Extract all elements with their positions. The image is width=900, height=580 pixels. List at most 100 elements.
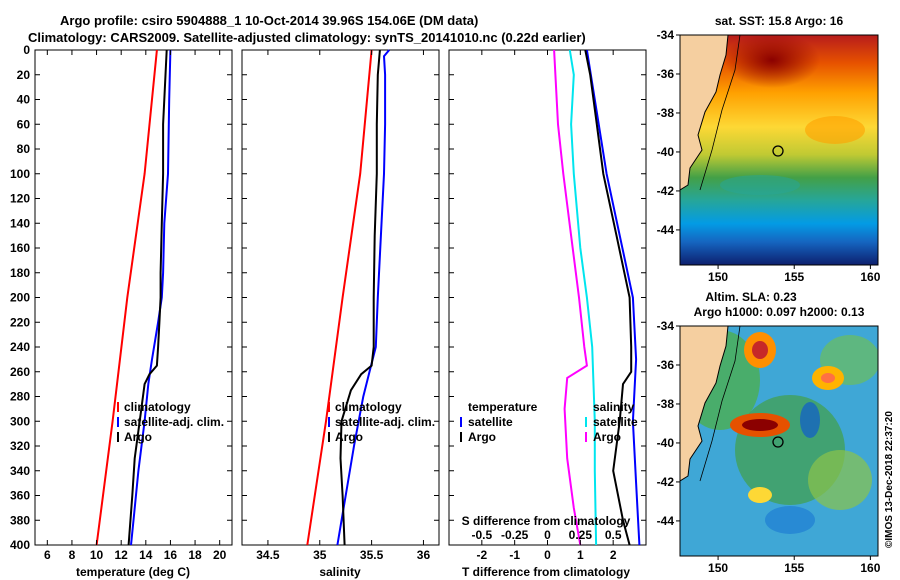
- salinity-xlabel: salinity: [319, 565, 361, 579]
- map-x-tick-label: 160: [860, 561, 880, 575]
- map-y-tick-label: -40: [657, 145, 675, 159]
- depth-tick-label: 100: [10, 167, 30, 181]
- x-tick-label: 0: [544, 548, 551, 562]
- difference-plot-frame: [448, 49, 647, 546]
- difference-legend-right: salinity satellite Argo: [585, 400, 638, 444]
- map-y-tick-label: -44: [657, 223, 675, 237]
- sla-map-title: Altim. SLA: 0.23: [705, 290, 797, 304]
- sst-map: sat. SST: 15.8 Argo: 16 150 155 160 -34 -36 -…: [657, 14, 881, 284]
- title-line-1: Argo profile: csiro 5904888_1 10-Oct-201…: [60, 13, 478, 28]
- depth-tick-label: 260: [10, 365, 30, 379]
- difference-panel: -2 -1 0 1 2 -0.5 -0.25 0 0.25 0.5 S difference fr…: [448, 49, 647, 579]
- x-tick-label: -1: [509, 548, 520, 562]
- map-x-tick-label: 160: [860, 270, 880, 284]
- depth-tick-label: 140: [10, 216, 30, 230]
- diff-legend-temperature-title: temperature: [468, 400, 538, 414]
- series-line-s-satellite: [568, 49, 598, 546]
- diff-legend-s-argo: Argo: [593, 430, 621, 444]
- x-tick-label: 10: [90, 548, 104, 562]
- depth-tick-label: 380: [10, 513, 30, 527]
- map-y-tick-label: -34: [657, 319, 675, 333]
- depth-tick-label: 160: [10, 241, 30, 255]
- depth-tick-label: 220: [10, 315, 30, 329]
- map-y-tick-label: -42: [657, 475, 675, 489]
- temp-legend-climatology: climatology: [124, 400, 191, 414]
- map-y-tick-label: -36: [657, 358, 675, 372]
- salinity-panel: 34.5 35 35.5 36 salinity climatology satell…: [241, 49, 440, 579]
- x-tick-label: 35: [313, 548, 327, 562]
- series-line-argo: [127, 49, 168, 546]
- x-tick-label: 1: [577, 548, 584, 562]
- sla-map-frame: [679, 325, 879, 557]
- map-y-tick-label: -38: [657, 397, 675, 411]
- series-line-climatology: [95, 49, 158, 546]
- x-tick-label: 35.5: [360, 548, 384, 562]
- temperature-panel: 6 8 10 12 14 16 18 20 temperature (deg C) clima…: [34, 49, 233, 579]
- x-tick-label: 8: [69, 548, 76, 562]
- sla-argo-marker: [772, 436, 784, 448]
- s-tick-label: 0.5: [605, 528, 622, 542]
- depth-tick-label: 240: [10, 340, 30, 354]
- x-tick-label: 12: [115, 548, 129, 562]
- depth-tick-label: 0: [23, 43, 30, 57]
- map-y-tick-label: -36: [657, 67, 675, 81]
- depth-tick-label: 180: [10, 266, 30, 280]
- series-line-satellite-adj-clim-: [336, 49, 390, 546]
- map-y-tick-label: -44: [657, 514, 675, 528]
- map-x-tick-label: 155: [784, 270, 804, 284]
- sst-map-frame: [679, 34, 879, 266]
- salinity-legend: climatology satellite-adj. clim. Argo: [328, 400, 435, 444]
- s-tick-label: -0.5: [471, 528, 492, 542]
- sla-land: [680, 326, 728, 481]
- map-x-tick-label: 150: [708, 270, 728, 284]
- temperature-xlabel: temperature (deg C): [76, 565, 190, 579]
- temp-legend-satellite: satellite-adj. clim.: [124, 415, 224, 429]
- depth-tick-label: 360: [10, 489, 30, 503]
- x-tick-label: 14: [139, 548, 153, 562]
- sal-legend-argo: Argo: [335, 430, 363, 444]
- map-x-tick-label: 150: [708, 561, 728, 575]
- map-x-tick-label: 155: [784, 561, 804, 575]
- x-tick-label: 16: [164, 548, 178, 562]
- title-line-2: Climatology: CARS2009. Satellite-adjuste…: [28, 30, 586, 45]
- x-tick-label: 20: [213, 548, 227, 562]
- depth-tick-label: 120: [10, 192, 30, 206]
- sal-legend-satellite: satellite-adj. clim.: [335, 415, 435, 429]
- sst-land: [680, 35, 728, 190]
- series-line-t-satellite: [585, 49, 641, 546]
- t-difference-label: T difference from climatology: [462, 565, 630, 579]
- depth-tick-label: 340: [10, 464, 30, 478]
- sst-argo-marker: [772, 145, 784, 157]
- diff-legend-salinity-title: salinity: [593, 400, 635, 414]
- diff-legend-t-satellite: satellite: [468, 415, 513, 429]
- map-y-tick-label: -42: [657, 184, 675, 198]
- depth-tick-label: 280: [10, 390, 30, 404]
- temp-legend-argo: Argo: [124, 430, 152, 444]
- map-y-tick-label: -40: [657, 436, 675, 450]
- depth-tick-label: 200: [10, 291, 30, 305]
- diff-legend-s-satellite: satellite: [593, 415, 638, 429]
- depth-tick-label: 400: [10, 538, 30, 552]
- x-tick-label: 34.5: [256, 548, 280, 562]
- sst-map-title: sat. SST: 15.8 Argo: 16: [715, 14, 844, 28]
- difference-legend-left: temperature satellite Argo: [460, 400, 538, 444]
- depth-axis: 0 20 40 60 80 100 120 140 160 180 200 220 240 260 280 3…: [10, 43, 30, 552]
- series-line-satellite-adj-clim-: [130, 49, 172, 546]
- series-line-argo: [339, 49, 381, 546]
- x-tick-label: 18: [188, 548, 202, 562]
- depth-tick-label: 60: [17, 117, 31, 131]
- depth-tick-label: 320: [10, 439, 30, 453]
- diff-legend-t-argo: Argo: [468, 430, 496, 444]
- x-tick-label: 36: [417, 548, 431, 562]
- temperature-legend: climatology satellite-adj. clim. Argo: [117, 400, 224, 444]
- x-tick-label: 2: [610, 548, 617, 562]
- sal-legend-climatology: climatology: [335, 400, 402, 414]
- s-tick-label: 0: [544, 528, 551, 542]
- s-difference-label: S difference from climatology: [462, 514, 631, 528]
- map-y-tick-label: -38: [657, 106, 675, 120]
- depth-tick-label: 40: [17, 93, 31, 107]
- sla-map-subtitle: Argo h1000: 0.097 h2000: 0.13: [694, 305, 865, 319]
- credit-text: ©IMOS 13-Dec-2018 22:37:20: [884, 411, 895, 548]
- series-line-t-argo: [584, 49, 633, 546]
